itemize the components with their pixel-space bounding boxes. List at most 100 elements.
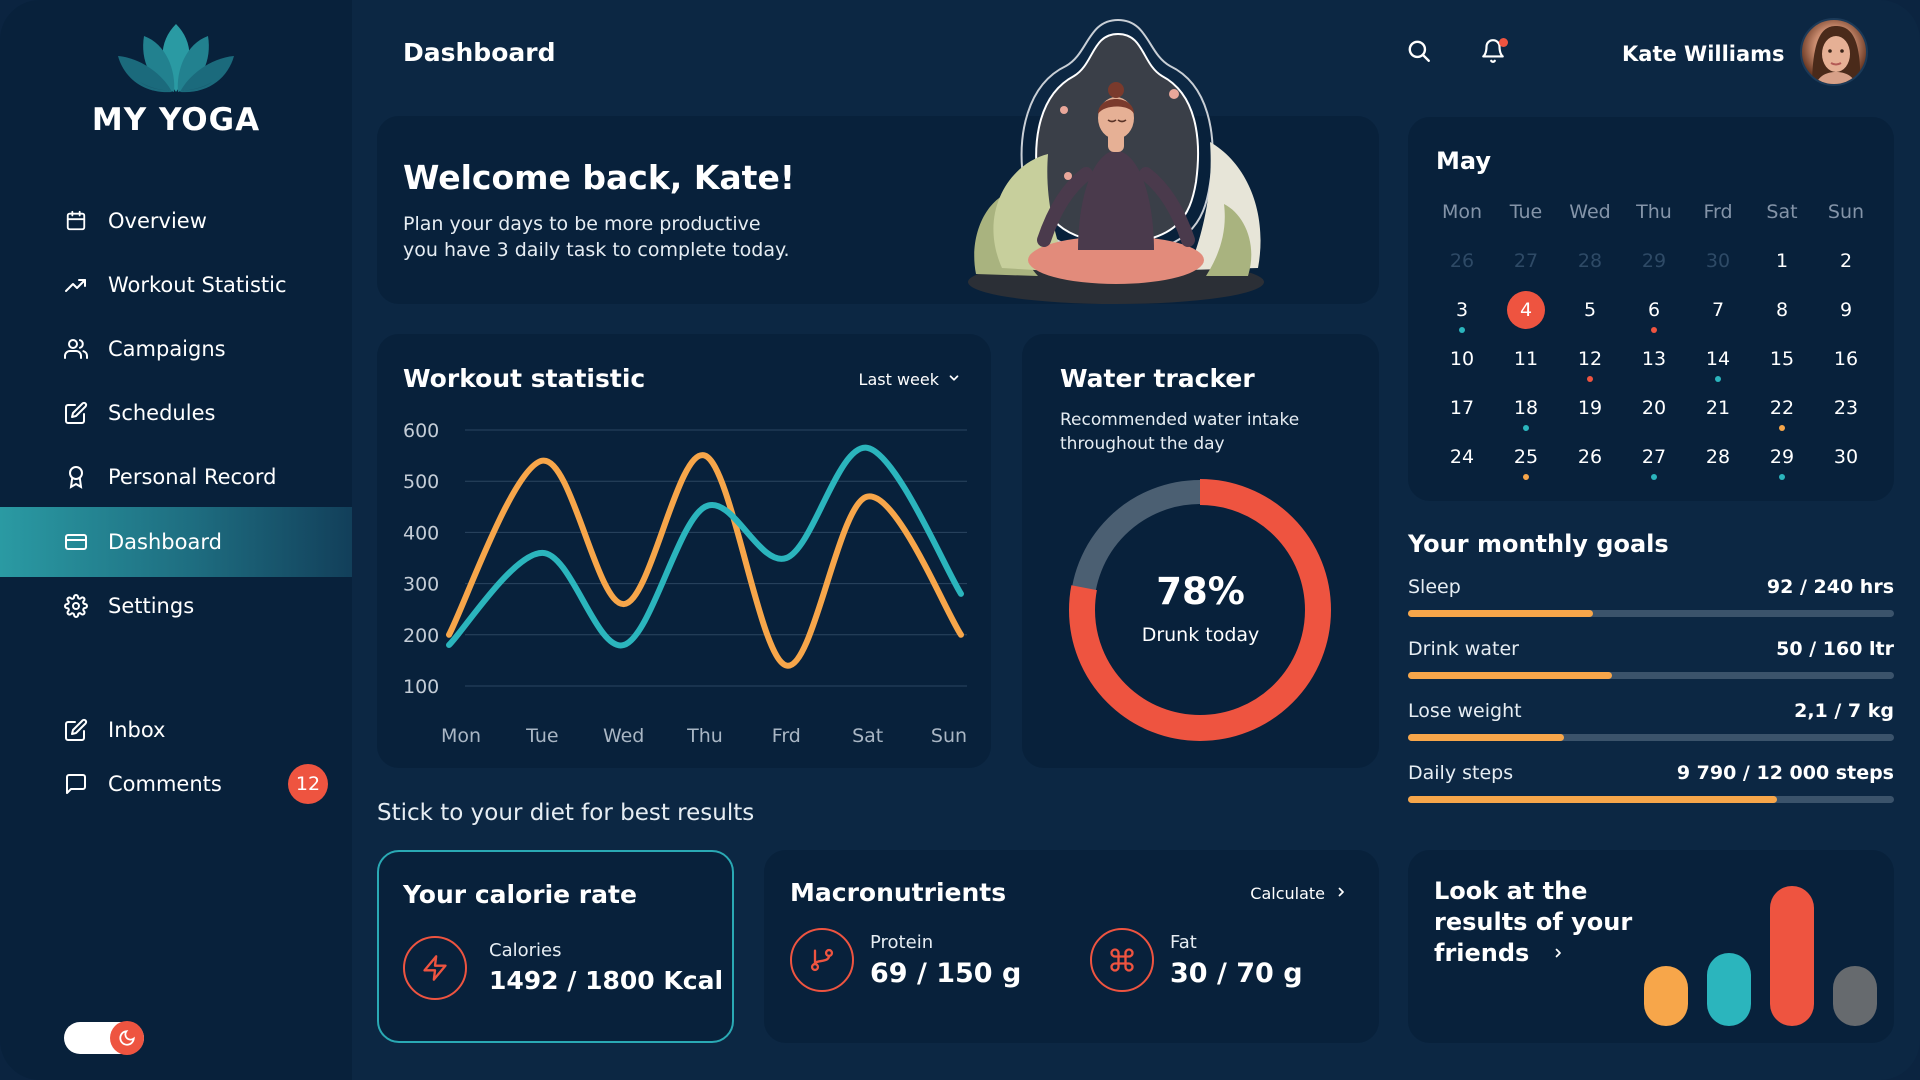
calendar-day-number: 13 (1641, 348, 1667, 370)
calendar-day-number: 27 (1641, 446, 1667, 468)
calendar-day-number: 19 (1577, 397, 1603, 419)
calendar-day[interactable]: 1 (1750, 250, 1814, 299)
calendar-day[interactable]: 29 (1750, 446, 1814, 495)
theme-toggle[interactable] (64, 1021, 144, 1055)
sidebar-item-dashboard[interactable]: Dashboard (0, 507, 352, 577)
goal-label: Lose weight (1408, 700, 1522, 722)
sidebar-item-comments[interactable]: Comments (0, 749, 352, 819)
calendar-day[interactable]: 3 (1430, 299, 1494, 348)
sidebar-item-campaigns[interactable]: Campaigns (0, 314, 352, 384)
water-percent: 78% (1156, 570, 1245, 613)
calendar-grid: Mon Tue Wed Thu Frd Sat Sun 26 27 28 29 30 1 2 3 4 5 6 7 8 9… (1430, 201, 1878, 495)
edit-icon (64, 401, 88, 425)
calendar-day[interactable]: 5 (1558, 299, 1622, 348)
calendar-day-number: 14 (1705, 348, 1731, 370)
calendar-day-today[interactable]: 4 (1494, 291, 1558, 348)
calendar-day[interactable]: 19 (1558, 397, 1622, 446)
calendar-day[interactable]: 27 (1494, 250, 1558, 299)
calendar-day[interactable]: 12 (1558, 348, 1622, 397)
calendar-day[interactable]: 8 (1750, 299, 1814, 348)
calendar-day[interactable]: 2 (1814, 250, 1878, 299)
calendar-day[interactable]: 15 (1750, 348, 1814, 397)
search-icon[interactable] (1406, 38, 1434, 66)
calendar-day-number: 5 (1583, 299, 1597, 321)
calendar-card: May Mon Tue Wed Thu Frd Sat Sun 26 27 28 29 30 1 2 3 4 5… (1408, 117, 1894, 501)
lotus-icon (118, 24, 234, 93)
sidebar-item-schedules[interactable]: Schedules (0, 378, 352, 448)
avatar[interactable] (1800, 18, 1868, 86)
fat-label: Fat (1170, 932, 1197, 953)
sidebar: MY YOGA Overview Workout Statistic Campa… (0, 0, 352, 1080)
calendar-day[interactable]: 11 (1494, 348, 1558, 397)
calendar-weekday: Frd (1703, 201, 1733, 223)
calendar-day[interactable]: 25 (1494, 446, 1558, 495)
calendar-day[interactable]: 30 (1686, 250, 1750, 299)
calendar-day[interactable]: 14 (1686, 348, 1750, 397)
calendar-day[interactable]: 13 (1622, 348, 1686, 397)
goal-progress-fill (1408, 672, 1613, 679)
user-name[interactable]: Kate Williams (1622, 42, 1785, 66)
y-tick-label: 300 (403, 574, 439, 596)
sidebar-item-overview[interactable]: Overview (0, 186, 352, 256)
brand-logo[interactable]: MY YOGA (0, 20, 352, 138)
calendar-day[interactable]: 6 (1622, 299, 1686, 348)
calendar-day[interactable]: 26 (1430, 250, 1494, 299)
calendar-day[interactable]: 28 (1686, 446, 1750, 495)
calendar-day[interactable]: 17 (1430, 397, 1494, 446)
calendar-day[interactable]: 21 (1686, 397, 1750, 446)
goal-label: Sleep (1408, 576, 1461, 598)
calendar-day[interactable]: 26 (1558, 446, 1622, 495)
friends-line-2: results of your (1434, 908, 1633, 936)
calendar-day-number: 28 (1705, 446, 1731, 468)
y-tick-label: 500 (403, 471, 439, 493)
calendar-day[interactable]: 30 (1814, 446, 1878, 495)
goal-progress-track (1408, 734, 1894, 741)
command-icon (1090, 928, 1154, 992)
lightning-icon (403, 936, 467, 1000)
calendar-day-number: 28 (1577, 250, 1603, 272)
calendar-icon (64, 209, 88, 233)
period-dropdown[interactable]: Last week (859, 370, 961, 389)
protein-value: 69 / 150 g (870, 958, 1022, 989)
friend-bar (1833, 966, 1877, 1026)
sidebar-item-inbox[interactable]: Inbox (0, 695, 352, 765)
calendar-day-number: 18 (1513, 397, 1539, 419)
calendar-day-number: 6 (1647, 299, 1661, 321)
calendar-day-number: 30 (1705, 250, 1731, 272)
calendar-day-number: 29 (1641, 250, 1667, 272)
comment-icon (64, 772, 88, 796)
goal-item: Daily steps 9 790 / 12 000 steps (1408, 762, 1894, 803)
calendar-day[interactable]: 29 (1622, 250, 1686, 299)
y-tick-label: 400 (403, 522, 439, 544)
calendar-day[interactable]: 16 (1814, 348, 1878, 397)
calculate-label: Calculate (1250, 884, 1325, 903)
chevron-right-icon (1335, 884, 1347, 903)
calendar-event-dot (1651, 474, 1657, 480)
calorie-rate-card[interactable]: Your calorie rate Calories 1492 / 1800 K… (377, 850, 734, 1043)
calendar-weekday: Mon (1441, 201, 1483, 223)
calendar-day[interactable]: 10 (1430, 348, 1494, 397)
calendar-day-number: 11 (1513, 348, 1539, 370)
sidebar-item-personal-record[interactable]: Personal Record (0, 442, 352, 512)
goal-value: 9 790 / 12 000 steps (1676, 762, 1894, 784)
calendar-week-row: 17 18 19 20 21 22 23 (1430, 397, 1878, 446)
calendar-day[interactable]: 27 (1622, 446, 1686, 495)
friends-results-link[interactable]: Look at the results of your friends (1434, 876, 1634, 969)
notification-bell-icon[interactable] (1480, 38, 1508, 66)
calendar-event-dot (1779, 474, 1785, 480)
calendar-day[interactable]: 28 (1558, 250, 1622, 299)
calculate-link[interactable]: Calculate (1250, 884, 1347, 903)
calendar-day-number: 25 (1513, 446, 1539, 468)
calendar-day[interactable]: 23 (1814, 397, 1878, 446)
calendar-day[interactable]: 24 (1430, 446, 1494, 495)
calendar-day[interactable]: 20 (1622, 397, 1686, 446)
sidebar-item-settings[interactable]: Settings (0, 571, 352, 641)
calendar-day[interactable]: 9 (1814, 299, 1878, 348)
calendar-day[interactable]: 7 (1686, 299, 1750, 348)
calendar-day[interactable]: 18 (1494, 397, 1558, 446)
calendar-day[interactable]: 22 (1750, 397, 1814, 446)
calendar-day-number: 17 (1449, 397, 1475, 419)
calendar-day-number: 16 (1833, 348, 1859, 370)
calendar-weekday-row: Mon Tue Wed Thu Frd Sat Sun (1430, 201, 1878, 250)
sidebar-item-workout-statistic[interactable]: Workout Statistic (0, 250, 352, 320)
